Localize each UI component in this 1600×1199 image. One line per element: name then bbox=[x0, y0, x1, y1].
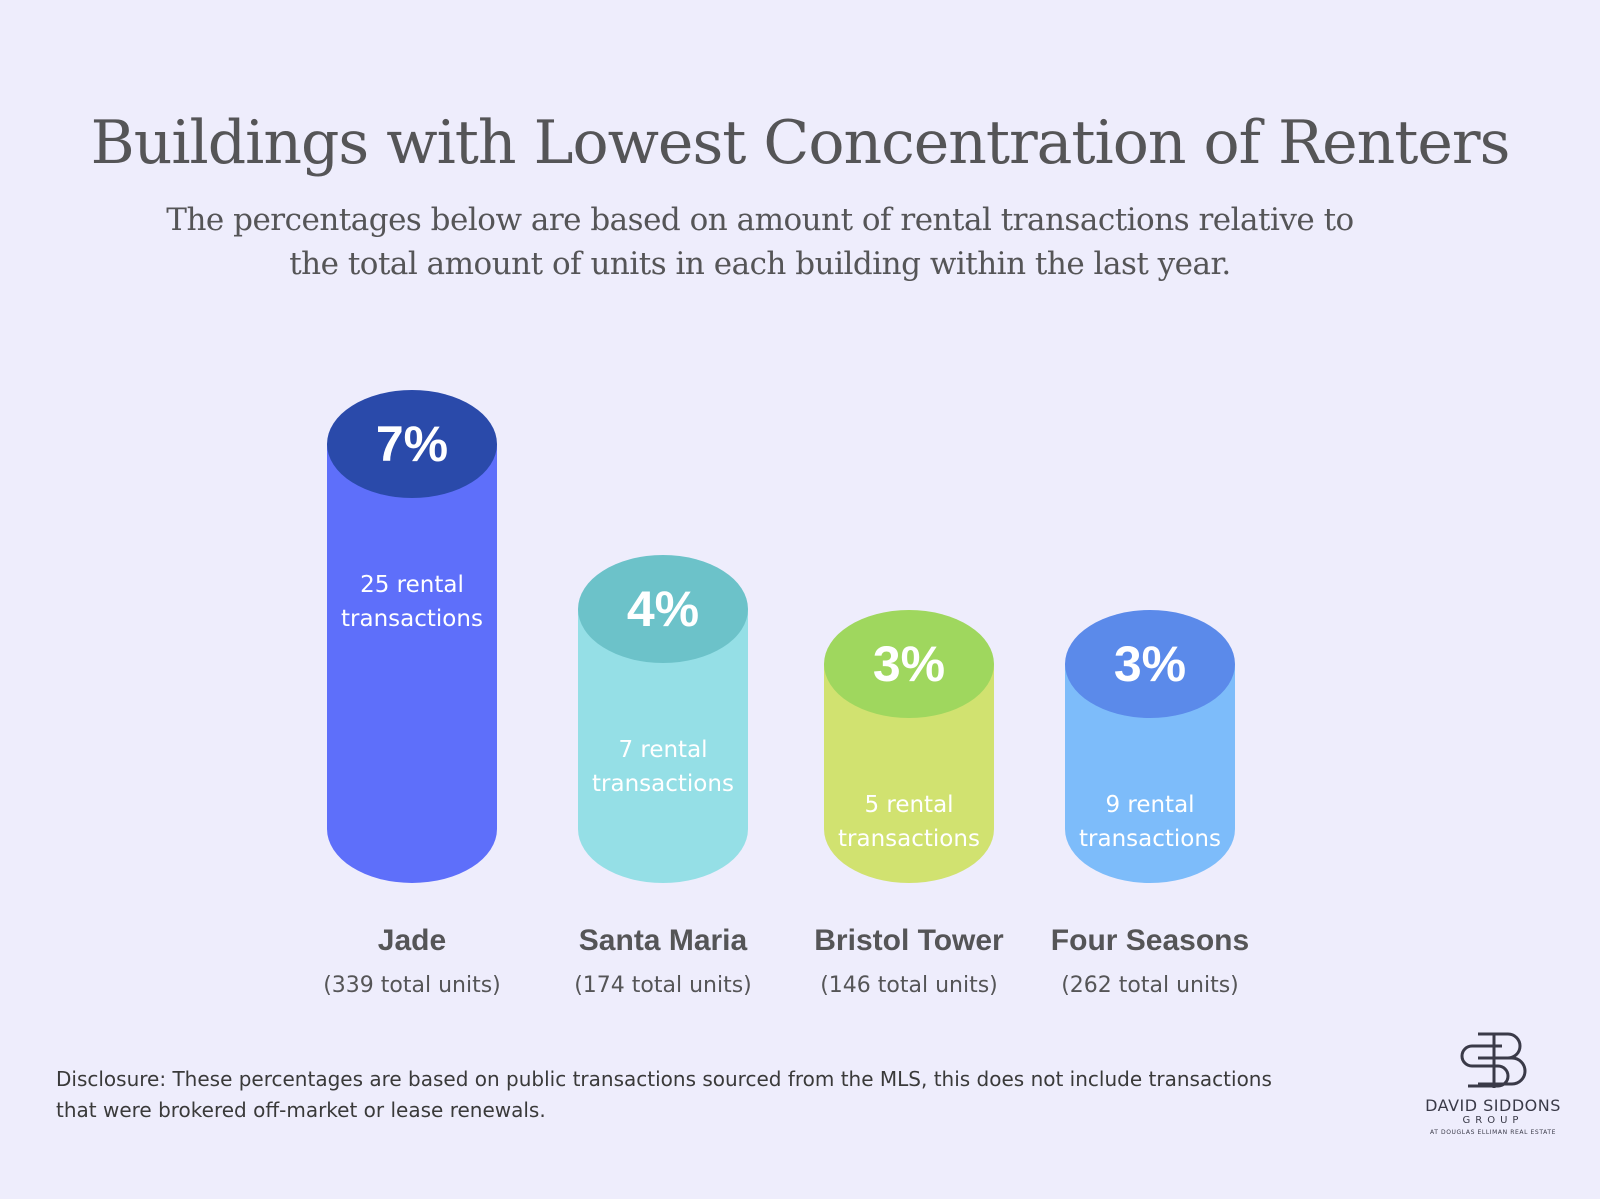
bar-top-four-seasons bbox=[1065, 610, 1235, 718]
category-label-jade: Jade bbox=[378, 924, 446, 957]
company-logo: DAVID SIDDONS GROUP AT DOUGLAS ELLIMAN R… bbox=[1408, 1030, 1578, 1150]
transactions-label-four-seasons-2: transactions bbox=[1079, 826, 1221, 852]
value-label-bristol-tower: 3% bbox=[873, 636, 945, 692]
value-label-santa-maria: 4% bbox=[627, 581, 699, 637]
transactions-label-santa-maria-1: 7 rental bbox=[618, 737, 707, 763]
transactions-label-four-seasons-1: 9 rental bbox=[1105, 792, 1194, 818]
subtitle-line-2: the total amount of units in each buildi… bbox=[289, 246, 1231, 282]
bar-four-seasons bbox=[1065, 664, 1235, 883]
units-label-jade: (339 total units) bbox=[323, 973, 501, 998]
disclosure-line-1: Disclosure: These percentages are based … bbox=[56, 1067, 1272, 1091]
transactions-label-bristol-tower-2: transactions bbox=[838, 826, 980, 852]
transactions-label-santa-maria-2: transactions bbox=[592, 771, 734, 797]
category-label-four-seasons: Four Seasons bbox=[1051, 924, 1249, 957]
disclosure: Disclosure: These percentages are based … bbox=[56, 1064, 1336, 1126]
bar-bristol-tower bbox=[824, 664, 994, 883]
units-label-bristol-tower: (146 total units) bbox=[820, 973, 998, 998]
ds-monogram-icon bbox=[1460, 1032, 1527, 1088]
logo-tagline: AT DOUGLAS ELLIMAN REAL ESTATE bbox=[1429, 1129, 1557, 1136]
chart-subtitle: The percentages below are based on amoun… bbox=[160, 198, 1360, 286]
bar-top-bristol-tower bbox=[824, 610, 994, 718]
bar-top-santa-maria bbox=[578, 555, 748, 663]
disclosure-line-2: that were brokered off-market or lease r… bbox=[56, 1098, 546, 1122]
bar-top-jade bbox=[327, 390, 497, 498]
units-label-santa-maria: (174 total units) bbox=[574, 973, 752, 998]
bar-santa-maria bbox=[578, 609, 748, 883]
chart-title: Buildings with Lowest Concentration of R… bbox=[90, 108, 1511, 178]
units-label-four-seasons: (262 total units) bbox=[1061, 973, 1239, 998]
bar-jade bbox=[327, 444, 497, 883]
transactions-label-jade-2: transactions bbox=[341, 606, 483, 632]
transactions-label-jade-1: 25 rental bbox=[360, 572, 464, 598]
category-label-bristol-tower: Bristol Tower bbox=[814, 924, 1004, 957]
logo-group: GROUP bbox=[1462, 1115, 1524, 1126]
category-label-santa-maria: Santa Maria bbox=[579, 924, 748, 957]
subtitle-line-1: The percentages below are based on amoun… bbox=[166, 202, 1354, 238]
transactions-label-bristol-tower-1: 5 rental bbox=[864, 792, 953, 818]
value-label-jade: 7% bbox=[376, 416, 448, 472]
logo-name: DAVID SIDDONS bbox=[1425, 1096, 1561, 1115]
value-label-four-seasons: 3% bbox=[1114, 636, 1186, 692]
